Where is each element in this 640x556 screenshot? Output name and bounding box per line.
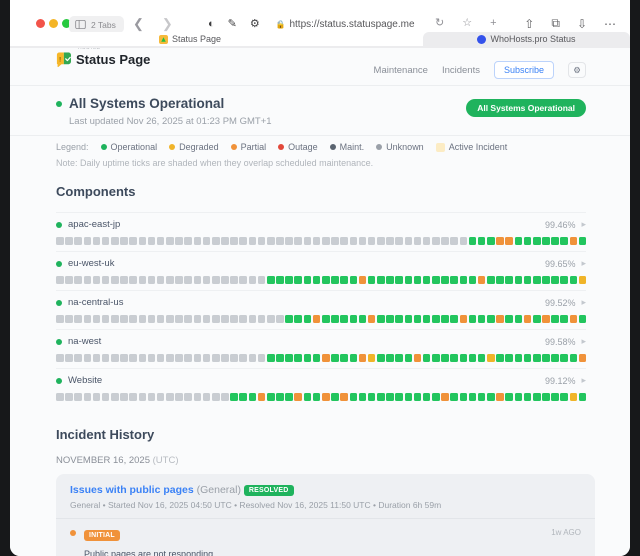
svg-text:!: ! (59, 56, 61, 63)
